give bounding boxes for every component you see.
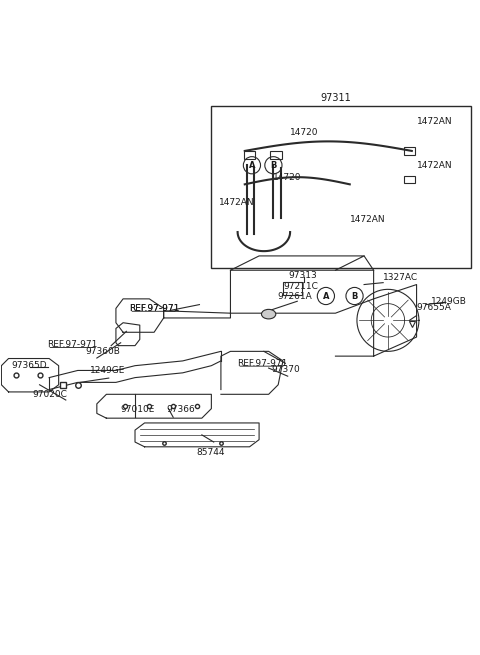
Text: 1472AN: 1472AN [218, 198, 254, 207]
Bar [283, 282, 302, 295]
Text: 85744: 85744 [196, 448, 225, 457]
Text: 1472AN: 1472AN [417, 117, 452, 126]
Text: B: B [270, 160, 276, 170]
Ellipse shape [262, 309, 276, 319]
Bar [270, 151, 281, 159]
Text: 97020C: 97020C [33, 390, 67, 399]
Text: 97360B: 97360B [85, 347, 120, 356]
Text: REF.97-971: REF.97-971 [129, 304, 180, 313]
Text: A: A [323, 291, 329, 301]
Text: A: A [249, 160, 255, 170]
Text: REF.97-971: REF.97-971 [237, 359, 288, 368]
Text: 97261A: 97261A [277, 291, 312, 301]
Text: 97311: 97311 [320, 93, 351, 103]
Text: REF.97-971: REF.97-971 [129, 304, 180, 313]
Text: 1249GB: 1249GB [431, 297, 467, 306]
Text: 97211C: 97211C [283, 282, 318, 291]
Text: 1472AN: 1472AN [350, 215, 385, 224]
Bar [244, 151, 255, 159]
Bar [211, 105, 471, 268]
Text: 97370: 97370 [271, 365, 300, 374]
Text: 97313: 97313 [288, 271, 317, 280]
Text: 97655A: 97655A [417, 303, 452, 312]
Text: 1327AC: 1327AC [383, 272, 418, 282]
Text: 97365D: 97365D [11, 361, 47, 370]
Text: REF.97-971: REF.97-971 [47, 340, 97, 349]
Bar [404, 176, 415, 183]
Text: 14720: 14720 [274, 173, 302, 181]
Text: B: B [351, 291, 358, 301]
Text: 14720: 14720 [290, 128, 319, 138]
Text: 1472AN: 1472AN [417, 160, 452, 170]
Text: 97366: 97366 [166, 405, 195, 415]
Bar [404, 147, 415, 155]
Text: 1249GE: 1249GE [90, 366, 125, 375]
Text: 97010E: 97010E [120, 405, 155, 415]
